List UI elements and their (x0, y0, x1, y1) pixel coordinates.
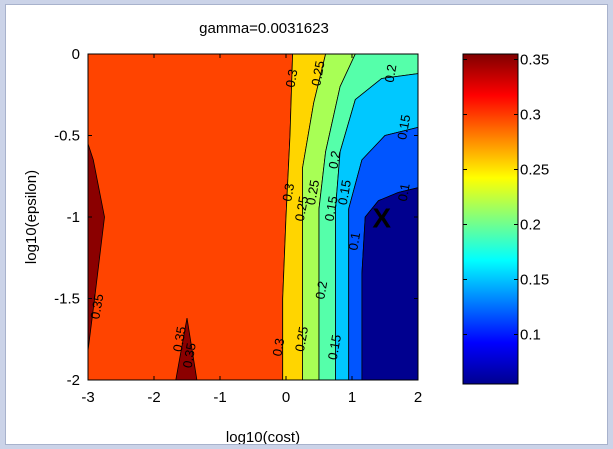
contour-label-0: 0.3 (283, 68, 301, 88)
contour-label-2: 0.2 (382, 63, 400, 83)
colorbar-tick-label-2: 0.25 (520, 162, 549, 179)
contour-label-17: 0.35 (170, 325, 189, 353)
best-point-marker: X (372, 203, 391, 234)
colorbar-tick-label-4: 0.15 (520, 272, 549, 289)
y-tick-label-3: -1.5 (54, 291, 80, 308)
contour-label-18: 0.35 (180, 342, 199, 370)
colorbar-tick-label-3: 0.2 (520, 217, 541, 234)
chart-title: gamma=0.0031623 (199, 20, 329, 37)
x-tick-label-5: 2 (414, 389, 422, 406)
colorbar-tick-label-0: 0.35 (520, 52, 549, 69)
contour-label-7: 0.15 (335, 179, 354, 207)
y-axis-label: log10(epsilon) (23, 170, 40, 264)
contour-label-16: 0.35 (87, 293, 106, 321)
contour-label-14: 0.25 (292, 325, 311, 353)
y-axis-ticks: 0 -0.5 -1 -1.5 -2 (54, 46, 418, 389)
y-tick-label-0: 0 (72, 46, 80, 63)
y-tick-label-2: -1 (67, 209, 80, 226)
x-tick-label-3: 0 (282, 389, 290, 406)
contour-labels: 0.3 0.25 0.20.150.10.20.25 0.150.30.25 0.150… (87, 60, 413, 370)
contour-region-0 (87, 53, 294, 381)
contour-label-9: 0.25 (292, 195, 311, 223)
contour-label-6: 0.25 (303, 179, 322, 207)
colorbar-ticks: 0.35 0.3 0.25 0.2 0.15 0.1 (463, 52, 549, 344)
x-axis-label: log10(cost) (226, 429, 300, 444)
y-tick-label-4: -2 (67, 372, 80, 389)
colorbar-tick-label-5: 0.1 (520, 327, 541, 344)
x-tick-label-4: 1 (348, 389, 356, 406)
contour-label-5: 0.2 (325, 150, 343, 170)
figure-window: gamma=0.0031623 0.3 0.25 0.2 0.15 0.1 0.2 0.25… (5, 4, 608, 445)
y-tick-label-1: -0.5 (54, 128, 80, 145)
colorbar-tick-label-1: 0.3 (520, 107, 541, 124)
contour-figure: gamma=0.0031623 0.3 0.25 0.20.150.10.20.25… (23, 20, 549, 444)
plot-area (87, 53, 419, 381)
contour-label-8: 0.3 (279, 182, 297, 202)
contour-label-15: 0.15 (325, 333, 344, 361)
x-axis-ticks: -3 -2 -1 0 1 2 (81, 54, 422, 406)
contour-label-11: 0.1 (345, 231, 363, 251)
contour-label-4: 0.1 (395, 182, 413, 202)
x-tick-label-1: -2 (147, 389, 160, 406)
contour-label-13: 0.3 (269, 337, 287, 357)
colorbar (462, 53, 519, 385)
x-tick-label-0: -3 (81, 389, 94, 406)
contour-label-3: 0.15 (394, 113, 413, 141)
contour-label-12: 0.2 (312, 280, 330, 300)
contour-label-10: 0.15 (322, 195, 341, 223)
x-tick-label-2: -1 (213, 389, 226, 406)
contour-label-1: 0.25 (308, 60, 327, 88)
